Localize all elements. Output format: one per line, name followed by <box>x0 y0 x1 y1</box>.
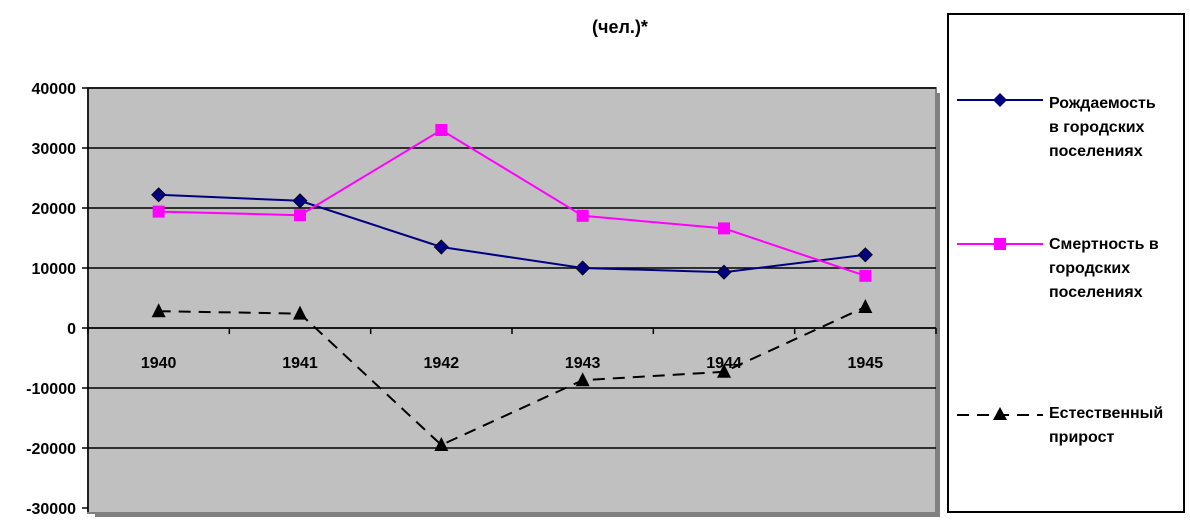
legend: Рождаемость в городских поселениях Смерт… <box>947 13 1185 513</box>
data-point <box>293 305 307 320</box>
plot-area <box>87 87 937 514</box>
data-point <box>435 124 448 136</box>
data-point <box>857 247 873 263</box>
data-point <box>576 209 589 222</box>
series-0 <box>151 187 873 280</box>
y-tick-label: 10000 <box>32 261 77 278</box>
legend-swatch-natural-growth <box>957 407 1043 420</box>
data-point <box>718 222 730 235</box>
y-tick-label: -20000 <box>26 441 76 458</box>
y-tick-label: 30000 <box>32 141 77 158</box>
x-tick-label: 1945 <box>848 355 884 372</box>
x-axis-ticks: 1940 1941 1942 1943 1944 1945 <box>87 328 937 372</box>
data-point <box>858 299 873 313</box>
line-chart: (чел.)* 40000 30000 20000 10000 0 -10000 -2000… <box>26 17 940 518</box>
data-point <box>859 269 872 282</box>
chart-title: (чел.)* <box>592 17 648 37</box>
series-line <box>158 193 866 274</box>
series-1 <box>152 124 872 282</box>
data-point <box>434 437 449 451</box>
y-tick-label: 40000 <box>32 81 77 98</box>
data-point <box>152 205 165 218</box>
data-point <box>717 363 731 378</box>
series-2 <box>151 299 873 451</box>
legend-label-births: Рождаемость в городских поселениях <box>1049 95 1156 160</box>
data-point <box>151 187 167 203</box>
series-line <box>158 128 866 277</box>
y-tick-label: -10000 <box>26 381 76 398</box>
y-tick-label: 0 <box>67 321 76 338</box>
y-axis-ticks: 40000 30000 20000 10000 0 -10000 -20000 -30000 <box>26 81 88 518</box>
data-point <box>294 209 306 222</box>
data-point <box>151 303 166 318</box>
gridlines <box>88 87 936 449</box>
data-point <box>716 264 732 280</box>
x-tick-label: 1940 <box>141 355 177 372</box>
data-point <box>292 193 308 209</box>
data-point <box>575 260 591 276</box>
series-group <box>151 124 873 451</box>
legend-swatch-deaths <box>957 238 1043 250</box>
legend-label-deaths: Смертность в городских поселениях <box>1049 236 1159 301</box>
x-tick-label: 1943 <box>565 355 601 372</box>
legend-swatch-births <box>957 93 1043 107</box>
x-tick-label: 1941 <box>282 355 318 372</box>
legend-label-natural-growth: Естественный прирост <box>1049 405 1164 446</box>
y-tick-label: -30000 <box>26 501 76 518</box>
x-tick-label: 1942 <box>424 355 460 372</box>
data-point <box>433 239 449 255</box>
data-point <box>575 372 590 387</box>
y-tick-label: 20000 <box>32 201 77 218</box>
